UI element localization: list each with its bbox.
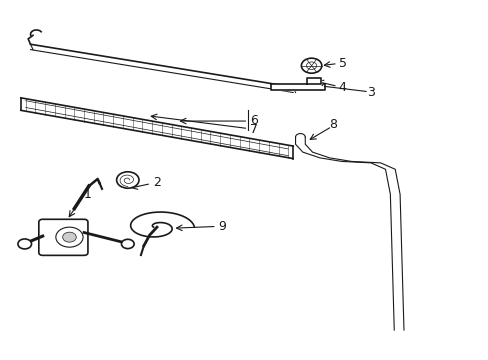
Circle shape: [116, 172, 139, 188]
Text: 7: 7: [250, 123, 258, 136]
Text: 8: 8: [328, 118, 336, 131]
Text: 9: 9: [218, 220, 225, 233]
Circle shape: [18, 239, 31, 249]
Polygon shape: [271, 84, 324, 90]
Text: 3: 3: [366, 86, 374, 99]
Text: 4: 4: [338, 81, 346, 94]
Text: 5: 5: [338, 57, 346, 70]
Circle shape: [56, 227, 83, 247]
Circle shape: [301, 58, 321, 73]
Circle shape: [62, 232, 76, 242]
FancyBboxPatch shape: [39, 219, 88, 255]
Text: 6: 6: [250, 114, 258, 127]
Circle shape: [121, 239, 134, 249]
Polygon shape: [306, 78, 321, 84]
Text: 2: 2: [153, 176, 161, 189]
Text: 1: 1: [84, 188, 92, 201]
